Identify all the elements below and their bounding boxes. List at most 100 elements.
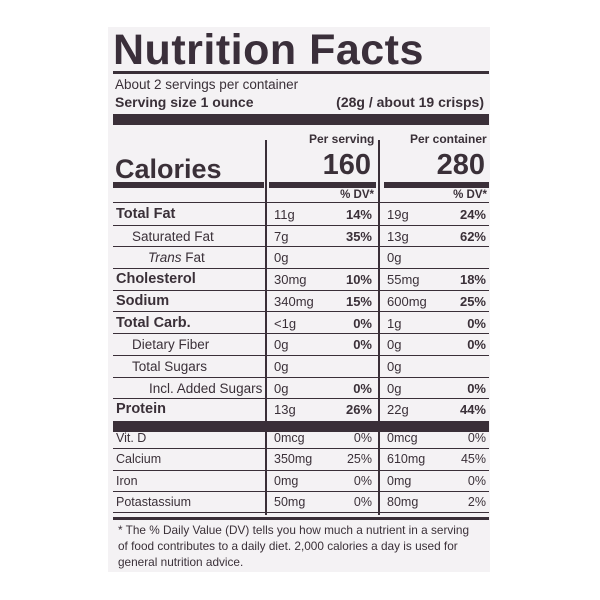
nutrient-label: Vit. D [116,431,147,445]
vitamin-row: Vit. D 0mcg 0% 0mcg 0% [113,428,489,450]
calories-rule-right [384,182,489,188]
vitamin-row: Calcium 350mg 25% 610mg 45% [113,449,489,471]
row-separator [113,490,489,492]
row-separator [113,224,489,226]
dv-per-serving: 0% [353,380,372,396]
dv-per-serving: 25% [346,452,372,467]
nutrient-label: Dietary Fiber [132,337,210,353]
nutrient-label: Saturated Fat [132,228,214,244]
row-separator [113,246,489,248]
amount-per-serving: 0g [274,337,289,353]
amount-per-container: 55mg [387,272,420,288]
per-container-header: Per container [410,132,487,146]
nutrient-row: Total Fat 11g 14% 19g 24% [113,204,489,226]
nutrient-label: Calcium [116,452,162,467]
dv-per-serving: 10% [345,272,372,288]
row-separator [113,333,489,335]
row-separator [113,512,489,514]
amount-per-container: 80mg [387,494,419,509]
nutrient-label: Total Sugars [132,358,208,374]
amount-per-serving: 0mg [274,473,299,488]
calories-per-serving: 160 [322,149,371,181]
calories-per-container: 280 [436,149,485,181]
amount-per-serving: 11g [274,207,295,222]
amount-per-container: 0mg [387,473,412,488]
vitamin-row: Iron 0mg 0% 0mg 0% [113,471,489,492]
amount-per-serving: 50mg [274,494,306,509]
nutrient-row: Saturated Fat 7g 35% 13g 62% [113,226,489,248]
nutrient-row: Total Carb. <1g 0% 1g 0% [113,313,489,335]
footnote-rule [113,517,489,520]
amount-per-container: 0g [387,358,402,374]
label-title: Nutrition Facts [113,26,424,74]
dv-per-container: 62% [459,228,486,244]
amount-per-container: 0g [387,380,402,396]
thick-rule-top [113,114,489,125]
amount-per-container: 13g [387,228,409,244]
amount-per-container: 0g [387,337,402,353]
serving-size-value: (28g / about 19 crisps) [336,94,484,110]
nutrient-label: Incl. Added Sugars [149,380,263,396]
serving-size-label: Serving size 1 ounce [115,94,254,110]
nutrient-row: Trans Fat 0g 0g [113,247,489,270]
column-divider-1 [265,140,267,515]
dv-per-serving: 0% [353,337,372,353]
nutrient-label: Cholesterol [116,271,196,288]
amount-per-serving: 0mcg [274,431,305,445]
nutrient-row: Incl. Added Sugars 0g 0% 0g 0% [113,378,489,400]
dv-header-serving: % DV* [340,189,374,201]
dv-per-serving: 35% [345,228,372,244]
dv-per-container: 0% [467,337,486,353]
amount-per-serving: 30mg [274,272,307,288]
row-separator [113,469,489,471]
dv-per-serving: 0% [353,494,372,509]
dv-per-container: 18% [459,272,486,288]
nutrient-label: Protein [116,401,166,418]
dv-per-serving: 0% [353,431,372,445]
amount-per-container: 1g [387,315,402,331]
row-separator [113,311,489,313]
vitamin-row: Potastassium 50mg 0% 80mg 2% [113,492,489,514]
dv-per-container: 2% [467,494,486,509]
calories-label: Calories [115,154,222,184]
amount-per-serving: 0g [274,358,289,374]
row-separator [113,268,489,270]
nutrient-label: Total Fat [116,206,176,222]
servings-per-container: About 2 servings per container [115,77,299,92]
amount-per-container: 0g [387,250,402,266]
dv-per-serving: 15% [345,293,372,309]
calories-rule-mid [269,182,376,188]
dv-per-serving: 14% [345,207,372,222]
dv-per-container: 44% [459,402,486,418]
nutrient-row: Dietary Fiber 0g 0% 0g 0% [113,334,489,356]
amount-per-serving: 13g [274,402,296,418]
title-rule [113,71,489,74]
nutrient-label: Sodium [116,292,170,309]
amount-per-serving: 7g [274,228,289,244]
dv-per-container: 0% [467,473,486,488]
nutrient-row: Sodium 340mg 15% 600mg 25% [113,291,489,313]
amount-per-container: 19g [387,207,409,222]
dv-per-container: 0% [467,380,486,396]
dv-per-container: 45% [460,452,486,467]
dv-header-container: % DV* [453,189,487,201]
dv-per-container: 0% [467,431,486,445]
dv-per-container: 24% [459,207,486,222]
nutrient-label: Total Carb. [116,314,191,331]
row-separator [113,448,489,450]
dv-per-container: 25% [459,293,486,309]
row-separator [113,398,489,400]
footnote: * The % Daily Value (DV) tells you how m… [118,523,470,569]
amount-per-serving: 0g [274,250,289,266]
dv-per-serving: 0% [353,473,372,488]
amount-per-serving: <1g [274,315,297,331]
dv-header-rule [113,202,489,203]
amount-per-serving: 340mg [274,293,314,309]
row-separator [113,354,489,356]
dv-per-container: 0% [467,315,486,331]
amount-per-container: 600mg [387,293,427,309]
amount-per-serving: 350mg [274,452,313,467]
thick-rule-bottom [113,421,489,432]
row-separator [113,289,489,291]
dv-per-serving: 0% [353,315,372,331]
